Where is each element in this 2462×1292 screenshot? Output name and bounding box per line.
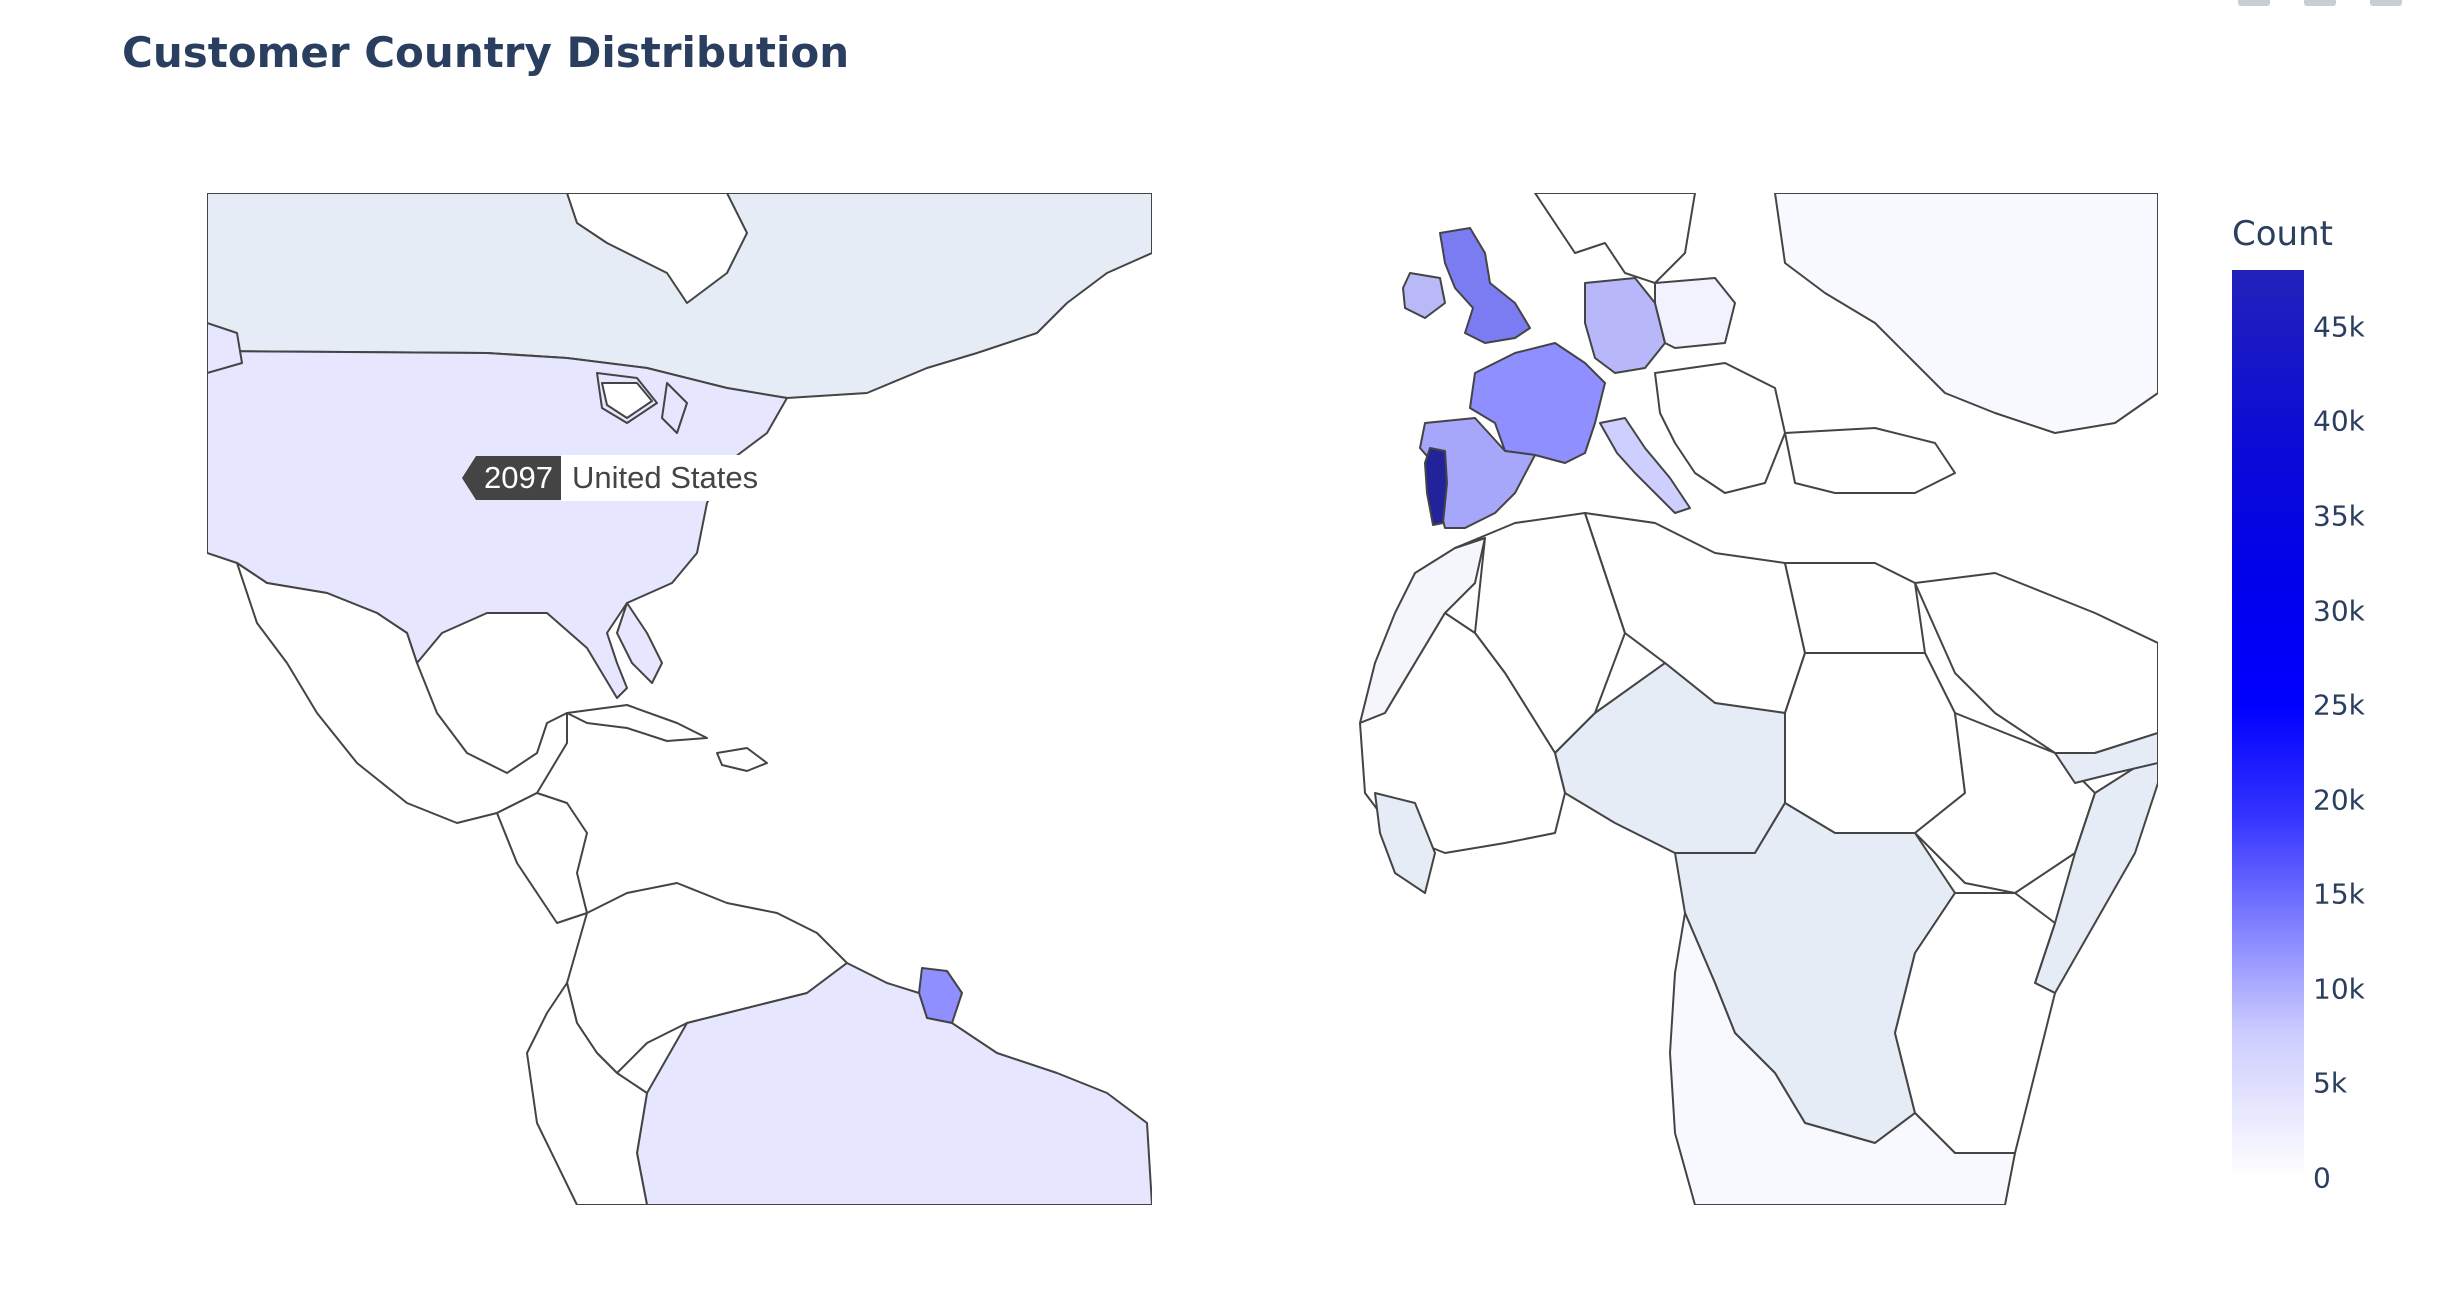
map-europe-africa[interactable] — [1355, 193, 2158, 1205]
country-alaska[interactable] — [207, 322, 243, 374]
modebar-zoom-icon[interactable] — [2238, 0, 2270, 6]
country-italy[interactable] — [1599, 417, 1691, 514]
country-france[interactable] — [1469, 342, 1606, 464]
modebar-home-icon[interactable] — [2370, 0, 2402, 6]
colorbar-tick-label: 35k — [2313, 499, 2365, 533]
modebar-pan-icon[interactable] — [2304, 0, 2336, 6]
great-lakes — [596, 372, 688, 434]
colorbar-title: Count — [2232, 214, 2333, 254]
colorbar — [2232, 270, 2304, 1178]
country-hudson-bay — [566, 193, 748, 304]
country-libya[interactable] — [1584, 512, 1806, 714]
colorbar-tick-label: 20k — [2313, 783, 2365, 817]
hover-tooltip: 2097 United States — [462, 455, 770, 501]
colorbar-tick-label: 45k — [2313, 310, 2365, 344]
country-yemen[interactable] — [2054, 732, 2158, 784]
chart-title: Customer Country Distribution — [122, 28, 850, 77]
country-united-kingdom[interactable] — [1439, 227, 1531, 344]
colorbar-tick-label: 5k — [2313, 1066, 2348, 1100]
hover-tooltip-arrow — [462, 456, 476, 500]
country-florida — [616, 602, 663, 684]
country-balkans[interactable] — [1654, 362, 1786, 494]
hover-tooltip-value: 2097 — [476, 456, 561, 500]
map-europe-africa-svg — [1359, 193, 2158, 1205]
colorbar-tick-label: 0 — [2313, 1161, 2331, 1195]
colorbar-tick-label: 30k — [2313, 594, 2365, 627]
country-guinea[interactable] — [1374, 792, 1436, 894]
country-cuba[interactable] — [566, 704, 708, 742]
map-americas[interactable]: 2097 United States — [207, 193, 1152, 1205]
lake-fill — [601, 382, 653, 419]
country-sudan[interactable] — [1784, 652, 1966, 834]
colorbar-tick-label: 15k — [2313, 877, 2365, 911]
country-ireland[interactable] — [1402, 272, 1446, 319]
country-peru[interactable] — [526, 982, 648, 1205]
hover-tooltip-country: United States — [560, 455, 770, 501]
country-somalia[interactable] — [2034, 752, 2158, 994]
country-southern-africa[interactable] — [1669, 912, 2016, 1205]
colorbar-tick-label: 10k — [2313, 972, 2365, 1006]
country-hispaniola[interactable] — [716, 747, 768, 772]
country-portugal[interactable] — [1424, 447, 1448, 526]
country-russia[interactable] — [1774, 193, 2158, 434]
country-scandinavia[interactable] — [1534, 193, 1696, 284]
country-east-africa[interactable] — [1894, 892, 2056, 1154]
country-poland[interactable] — [1654, 277, 1736, 349]
country-mexico[interactable] — [236, 562, 568, 824]
country-turkey[interactable] — [1784, 427, 1956, 494]
modebar[interactable] — [2238, 0, 2402, 14]
country-egypt[interactable] — [1784, 562, 1926, 654]
map-americas-svg — [207, 193, 1152, 1205]
colorbar-tick-label: 40k — [2313, 404, 2365, 438]
colorbar-tick-label: 25k — [2313, 688, 2365, 722]
country-central-america[interactable] — [496, 792, 588, 924]
country-germany[interactable] — [1584, 277, 1666, 374]
